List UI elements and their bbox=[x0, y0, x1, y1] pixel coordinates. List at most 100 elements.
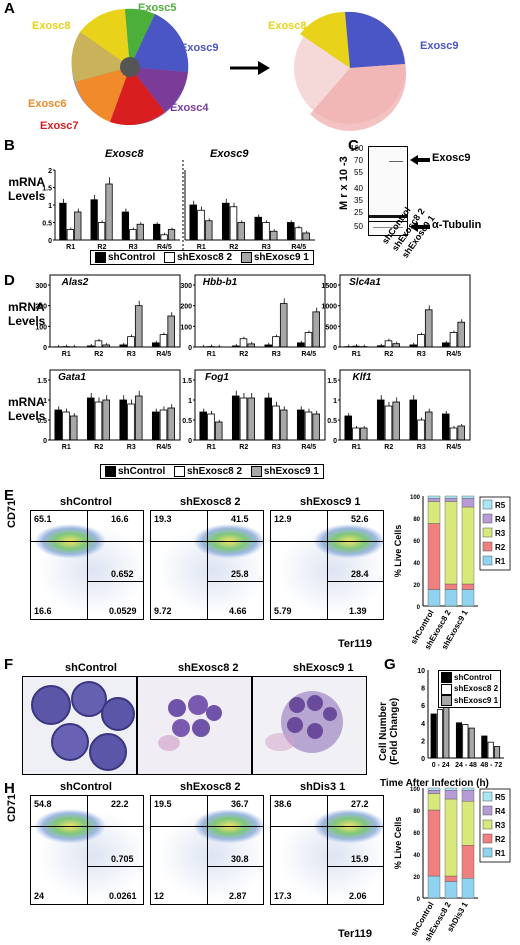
bar bbox=[62, 411, 70, 441]
panel-label-b: B bbox=[4, 137, 15, 154]
quadrant-value: 2.87 bbox=[229, 891, 247, 901]
y-tick-label: 200 bbox=[35, 304, 47, 311]
gate-line-horizontal bbox=[151, 826, 263, 827]
panel-e-xlabel: Ter119 bbox=[338, 638, 373, 650]
quadrant-value: 24 bbox=[34, 891, 45, 901]
x-tick-label: R1 bbox=[207, 351, 216, 358]
quadrant-value: 0.652 bbox=[111, 569, 134, 579]
stack-segment bbox=[461, 844, 475, 879]
quadrant-value: 12 bbox=[154, 891, 165, 901]
x-tick-label: R1 bbox=[62, 444, 71, 451]
bar bbox=[136, 223, 144, 241]
legend-label: R2 bbox=[495, 543, 506, 552]
bar bbox=[229, 206, 238, 241]
quadrant-value: 27.2 bbox=[351, 799, 369, 809]
bar bbox=[296, 342, 305, 348]
gene-title: Klf1 bbox=[353, 372, 372, 383]
y-tick-label: 20 bbox=[413, 583, 420, 589]
bar bbox=[54, 409, 63, 441]
y-tick-label: 0 bbox=[417, 605, 421, 611]
panel-label-d: D bbox=[4, 272, 15, 289]
y-tick-label: 100 bbox=[410, 495, 421, 501]
flow-title: shExosc8 2 bbox=[180, 781, 241, 793]
x-tick-label: R2 bbox=[384, 444, 393, 451]
x-tick-label: R3 bbox=[417, 444, 426, 451]
bar bbox=[159, 409, 168, 441]
stack-segment bbox=[461, 589, 475, 607]
micrograph-shcontrol bbox=[22, 676, 137, 775]
quadrant-value: 9.72 bbox=[154, 606, 172, 616]
stack-segment bbox=[444, 798, 458, 877]
bar bbox=[134, 305, 143, 348]
stack-segment bbox=[427, 497, 441, 502]
bar bbox=[441, 342, 450, 348]
x-tick-label: R3 bbox=[417, 351, 426, 358]
y-tick-label: 1500 bbox=[321, 283, 337, 290]
quadrant-value: 36.7 bbox=[231, 799, 249, 809]
band-tubulin-label: α-Tubulin bbox=[432, 219, 482, 231]
x-tick-label: 48 - 72 bbox=[480, 762, 502, 769]
bar bbox=[376, 399, 385, 441]
quadrant-value: 16.6 bbox=[111, 514, 129, 524]
flow-plot: 19.5 36.7 30.8 12 2.87 bbox=[150, 795, 264, 905]
y-tick-label: 200 bbox=[180, 304, 192, 311]
bar bbox=[189, 204, 198, 241]
flow-title: shControl bbox=[60, 781, 112, 793]
panel-f-title-1: shControl bbox=[65, 662, 117, 674]
label-exosc9-right: Exosc9 bbox=[420, 40, 459, 52]
y-tick-label: 0 bbox=[43, 438, 47, 445]
bar bbox=[159, 334, 168, 348]
panel-label-c: C bbox=[348, 137, 359, 154]
bar bbox=[247, 397, 255, 441]
x-tick-label: R1 bbox=[197, 244, 206, 251]
gate-line-horizontal bbox=[271, 541, 383, 542]
bar bbox=[167, 229, 176, 241]
bar bbox=[468, 727, 475, 759]
stack-segment bbox=[461, 787, 475, 791]
stack-segment bbox=[444, 881, 458, 899]
gene-title: Gata1 bbox=[58, 372, 86, 383]
bar bbox=[264, 397, 273, 441]
bar bbox=[417, 419, 425, 441]
legend-label: R3 bbox=[495, 821, 506, 830]
y-axis-label: % Live Cells bbox=[393, 817, 403, 870]
y-tick-label: 0.5 bbox=[42, 221, 52, 228]
y-tick-label: 1.5 bbox=[327, 378, 337, 385]
stack-segment bbox=[444, 495, 458, 499]
bar bbox=[304, 332, 313, 348]
legend-swatch bbox=[482, 513, 493, 524]
x-tick-label: R2 bbox=[239, 444, 248, 451]
band-exosc9-label: Exosc9 bbox=[432, 152, 471, 164]
bar bbox=[239, 397, 248, 441]
x-tick-label: R3 bbox=[127, 351, 136, 358]
gate-line-horizontal-2 bbox=[327, 866, 383, 867]
bar bbox=[457, 321, 465, 348]
y-tick-label: 100 bbox=[180, 324, 192, 331]
gate-line-horizontal bbox=[271, 826, 383, 827]
legend-frame bbox=[479, 788, 511, 863]
gate-line-horizontal bbox=[151, 541, 263, 542]
panel-b-chart: 2 1.5 1 0.5 0 R1 R2 R3 R4/5 R1 R2 R3 R4/5 bbox=[42, 160, 315, 251]
y-tick-label: 1.5 bbox=[42, 186, 52, 193]
x-tick-label: R1 bbox=[352, 444, 361, 451]
bar bbox=[221, 202, 230, 241]
bar bbox=[272, 336, 280, 348]
tick-25: 25 bbox=[354, 208, 363, 217]
flow-plot: 54.8 22.2 0.705 24 0.0261 bbox=[30, 795, 144, 905]
chart-frame bbox=[339, 369, 471, 441]
tick-55: 55 bbox=[354, 168, 363, 177]
bar bbox=[239, 338, 248, 348]
y-tick-label: 1 bbox=[333, 398, 337, 405]
bar bbox=[237, 222, 245, 241]
x-tick-label: R3 bbox=[272, 444, 281, 451]
bar bbox=[449, 427, 458, 441]
bar bbox=[90, 199, 98, 241]
gate-line-horizontal-2 bbox=[327, 581, 383, 582]
quadrant-value: 19.3 bbox=[154, 514, 172, 524]
bar bbox=[424, 309, 433, 348]
y-tick-label: 60 bbox=[413, 539, 420, 545]
bar bbox=[462, 724, 469, 759]
panel-d-legend: shControl shExosc8 2 shExosc9 1 bbox=[100, 464, 324, 480]
